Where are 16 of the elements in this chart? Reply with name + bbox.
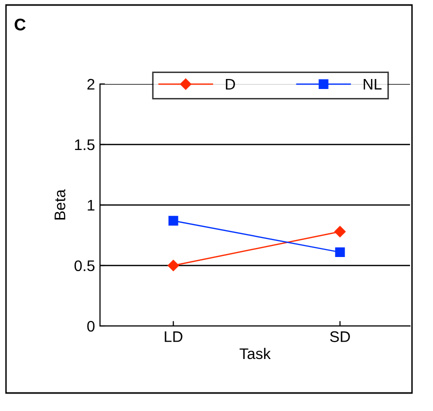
legend-label: D <box>226 78 235 90</box>
point <box>334 226 346 238</box>
point <box>335 247 345 258</box>
x-tick-label: SD <box>330 331 350 342</box>
point <box>168 260 179 272</box>
x-axis-title: Task <box>240 348 271 360</box>
legend-label: NL <box>364 78 382 90</box>
point <box>168 216 178 226</box>
y-axis-title: Beta <box>54 189 66 220</box>
chart-title: C <box>14 18 26 30</box>
y-tick-label: 1 <box>88 200 94 211</box>
y-tick-label: 1.5 <box>75 140 94 150</box>
y-tick-label: 0 <box>87 320 95 332</box>
y-tick-label: 0.5 <box>74 260 94 272</box>
y-tick-label: 2 <box>87 78 94 90</box>
x-tick-label: LD <box>164 331 182 342</box>
